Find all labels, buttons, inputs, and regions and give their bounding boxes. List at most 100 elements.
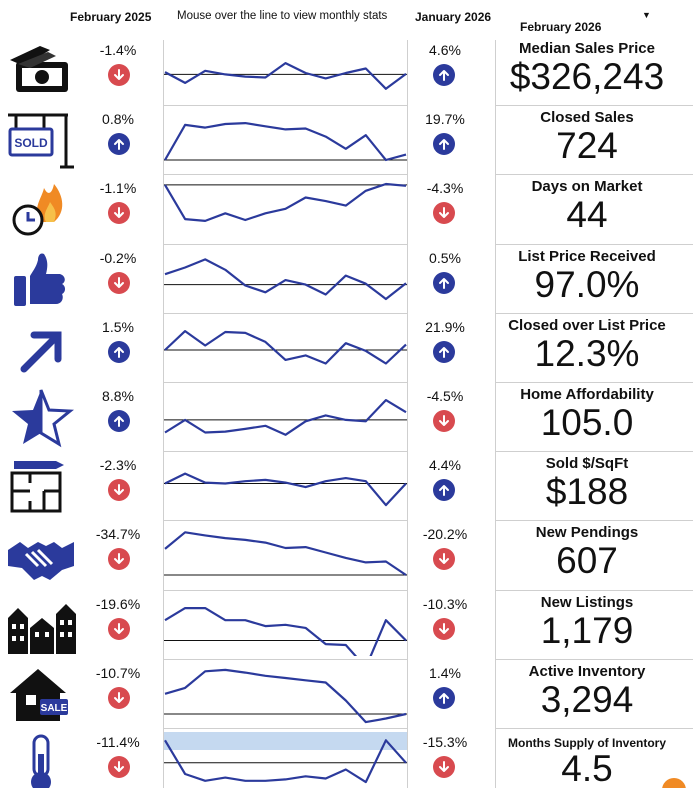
sparkline-series	[164, 668, 407, 723]
arrow-up-icon	[433, 686, 455, 709]
sparkline-series	[164, 472, 407, 507]
prior-year-change: 1.5%	[102, 318, 134, 335]
prior-year-change: -11.4%	[96, 734, 140, 750]
metric-title: Active Inventory	[528, 662, 646, 680]
metric-value: 3,294	[540, 678, 634, 720]
prior-month-change: -4.5%	[426, 388, 464, 404]
sparkline-series	[164, 399, 407, 436]
metric-value: $326,243	[509, 56, 665, 97]
prior-month-change: -15.3%	[422, 734, 468, 750]
prior-month-change: -20.2%	[422, 526, 468, 543]
prior-month-change: 4.6%	[429, 42, 461, 58]
floor-plan-icon	[4, 455, 78, 517]
arrow-down-icon	[108, 617, 130, 640]
arrow-down-icon	[108, 202, 130, 225]
arrow-down-icon	[433, 410, 455, 432]
prior-year-change: -10.7%	[95, 664, 141, 681]
metric-title: Median Sales Price	[519, 40, 655, 57]
metric-row: SOLD 0.8% 19.7% Closed Sales 724	[0, 105, 693, 174]
sparkline-chart[interactable]	[164, 40, 407, 102]
row-divider	[495, 174, 693, 176]
row-divider	[495, 658, 693, 660]
prior-month-change: -4.3%	[426, 180, 464, 197]
arrow-down-icon	[108, 756, 130, 778]
row-divider	[163, 658, 408, 660]
sparkline-chart[interactable]	[164, 248, 407, 310]
sparkline-chart[interactable]	[164, 386, 407, 448]
row-divider	[163, 105, 408, 107]
prior-year-change: -1.1%	[99, 180, 137, 197]
metric-value: 12.3%	[534, 332, 640, 374]
arrow-up-icon	[433, 64, 455, 86]
arrow-up-icon	[433, 271, 455, 294]
arrow-up-icon	[108, 133, 130, 156]
metric-title: Closed Sales	[540, 109, 634, 127]
column-divider	[407, 40, 408, 788]
row-divider	[495, 589, 693, 591]
fire-clock-icon	[4, 178, 78, 240]
help-button[interactable]	[662, 778, 686, 788]
metric-value: 44	[566, 194, 608, 236]
sparkline-chart[interactable]	[164, 524, 407, 586]
sparkline-chart[interactable]	[164, 317, 407, 379]
sparkline-series	[164, 122, 407, 162]
prior-month-change: 21.9%	[425, 318, 465, 335]
metric-title: New Pendings	[535, 524, 639, 542]
row-divider	[495, 451, 693, 453]
row-divider	[163, 243, 408, 245]
highlight-band	[164, 732, 407, 750]
metric-title: Closed over List Price	[508, 316, 666, 334]
sparkline-chart[interactable]	[164, 109, 407, 171]
metric-row: -1.4% 4.6% Median Sales Price $326,243	[0, 36, 693, 105]
metric-value: 105.0	[540, 402, 634, 443]
sparkline-series	[164, 257, 407, 300]
metric-title: List Price Received	[518, 247, 656, 265]
row-divider	[495, 382, 693, 383]
row-divider	[163, 589, 408, 591]
svg-text:SALE: SALE	[41, 703, 68, 714]
sparkline-series	[164, 531, 407, 577]
metric-value: 4.5	[561, 748, 613, 788]
handshake-icon	[4, 524, 78, 586]
metric-row: -2.3% 4.4% Sold $/SqFt $188	[0, 451, 693, 520]
arrow-down-icon	[108, 548, 130, 571]
sparkline-series	[164, 739, 407, 784]
arrow-up-icon	[433, 340, 455, 363]
prior-month-change: -10.3%	[422, 595, 468, 612]
arrow-down-icon	[108, 271, 130, 294]
prior-year-change: -1.4%	[99, 42, 137, 58]
prior-month-change: 0.5%	[429, 249, 461, 266]
metric-title: Months Supply of Inventory	[508, 736, 666, 750]
row-divider	[163, 728, 408, 729]
sparkline-instruction: Mouse over the line to view monthly stat…	[177, 10, 388, 22]
metric-value: 724	[556, 125, 618, 167]
sparkline-series	[164, 183, 407, 223]
row-divider	[163, 312, 408, 314]
metric-title: New Listings	[540, 593, 634, 611]
prior-year-change: 8.8%	[102, 388, 134, 404]
left-period-label: February 2025	[70, 10, 152, 24]
right-period-label: January 2026	[415, 10, 492, 24]
prior-year-change: -19.6%	[95, 595, 141, 612]
metric-row: 1.5% 21.9% Closed over List Price 12.3%	[0, 312, 693, 382]
sparkline-chart[interactable]	[164, 178, 407, 240]
row-divider	[163, 174, 408, 176]
svg-text:SOLD: SOLD	[14, 136, 48, 150]
row-divider	[495, 728, 693, 729]
arrow-up-icon	[433, 133, 455, 156]
metric-value: 607	[556, 540, 618, 582]
arrow-up-icon	[108, 340, 130, 363]
prior-year-change: -2.3%	[99, 457, 137, 474]
arrow-down-icon	[108, 64, 130, 86]
metric-value: $188	[545, 471, 629, 513]
metric-title: Days on Market	[531, 178, 643, 196]
sparkline-chart[interactable]	[164, 732, 407, 788]
sparkline-chart[interactable]	[164, 455, 407, 517]
arrow-down-icon	[433, 617, 455, 640]
star-icon	[4, 386, 78, 448]
arrow-down-icon	[433, 756, 455, 778]
sparkline-chart[interactable]	[164, 663, 407, 725]
sparkline-chart[interactable]	[164, 594, 407, 669]
thumbs-up-icon	[4, 248, 78, 310]
thermometer-icon	[4, 732, 78, 788]
